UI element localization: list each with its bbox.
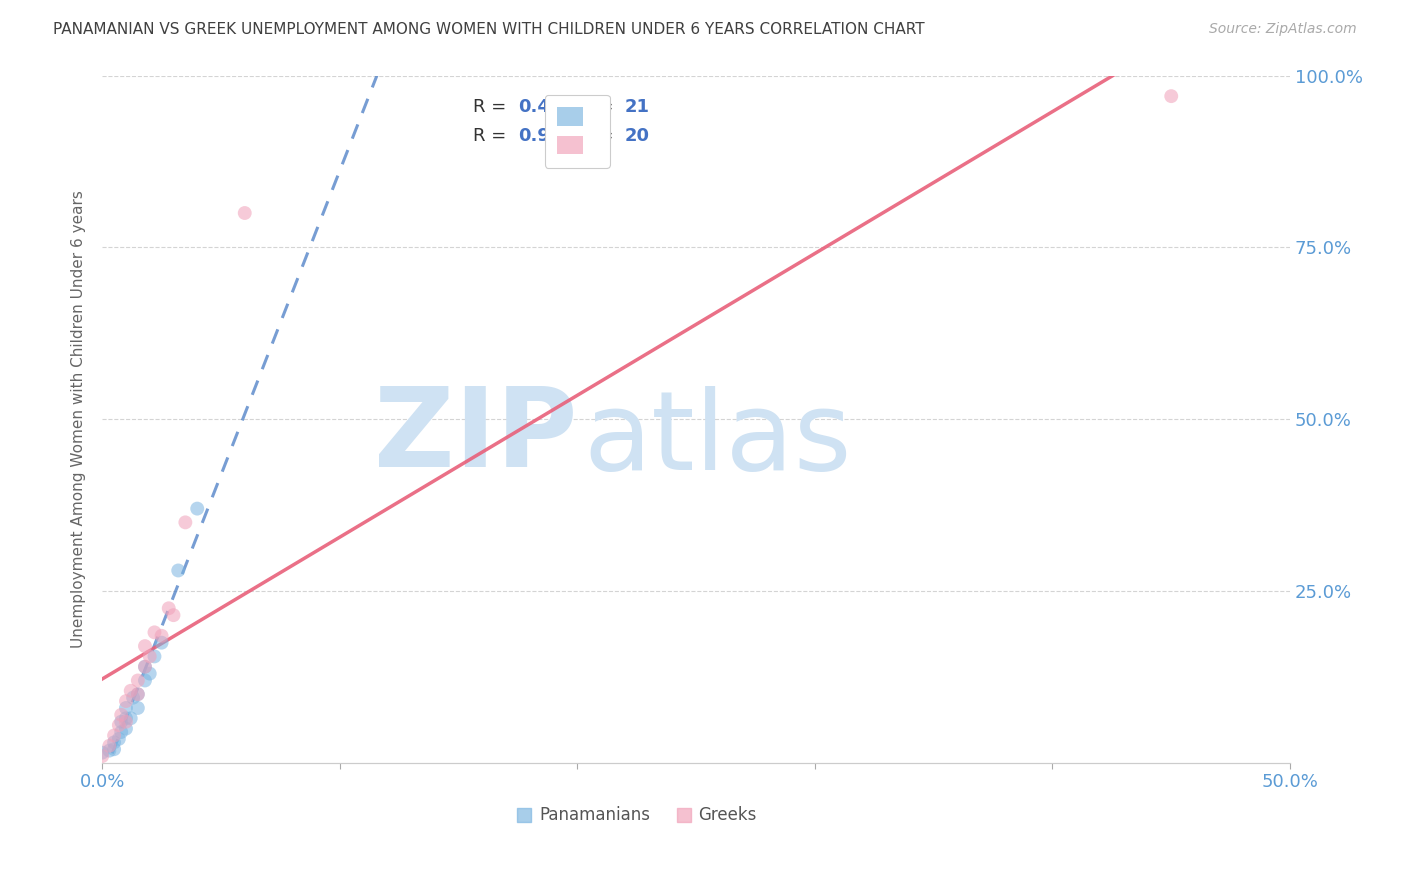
Point xyxy=(1256,807,1278,822)
Text: 0.924: 0.924 xyxy=(517,127,575,145)
Text: 0.417: 0.417 xyxy=(517,98,575,116)
Point xyxy=(103,735,125,749)
Point xyxy=(150,635,173,649)
Point xyxy=(143,625,166,640)
Point xyxy=(91,746,114,760)
Point xyxy=(186,501,208,516)
Point xyxy=(134,639,156,653)
Point xyxy=(134,659,156,673)
Point xyxy=(138,649,160,664)
Point xyxy=(115,711,138,725)
Point xyxy=(91,749,114,764)
Point xyxy=(138,666,160,681)
Point xyxy=(127,673,149,688)
Y-axis label: Unemployment Among Women with Children Under 6 years: Unemployment Among Women with Children U… xyxy=(72,190,86,648)
Point xyxy=(103,742,125,756)
Text: 20: 20 xyxy=(624,127,650,145)
Legend: , : , xyxy=(546,95,610,168)
Point xyxy=(120,683,142,698)
Point xyxy=(98,743,121,757)
Text: 21: 21 xyxy=(624,98,650,116)
Point xyxy=(108,718,131,732)
Point xyxy=(108,731,131,746)
Text: Panamanians: Panamanians xyxy=(540,805,651,823)
Point xyxy=(115,722,138,736)
Point xyxy=(115,694,138,708)
Point xyxy=(120,711,142,725)
Point xyxy=(134,659,156,673)
Point xyxy=(127,687,149,701)
Point xyxy=(115,701,138,715)
Point xyxy=(174,516,197,530)
Point xyxy=(167,564,190,578)
Point xyxy=(115,714,138,729)
Text: R =: R = xyxy=(472,98,512,116)
Text: atlas: atlas xyxy=(583,386,852,493)
Point xyxy=(162,608,184,623)
Point xyxy=(1160,89,1182,103)
Text: R =: R = xyxy=(472,127,512,145)
Point xyxy=(103,729,125,743)
Text: Source: ZipAtlas.com: Source: ZipAtlas.com xyxy=(1209,22,1357,37)
Text: ZIP: ZIP xyxy=(374,383,578,490)
Point xyxy=(157,601,180,615)
Point xyxy=(935,807,957,822)
Point xyxy=(110,707,132,722)
Point xyxy=(150,629,173,643)
Point xyxy=(110,714,132,729)
Text: PANAMANIAN VS GREEK UNEMPLOYMENT AMONG WOMEN WITH CHILDREN UNDER 6 YEARS CORRELA: PANAMANIAN VS GREEK UNEMPLOYMENT AMONG W… xyxy=(53,22,925,37)
Point xyxy=(233,206,256,220)
Point xyxy=(110,725,132,739)
Point xyxy=(98,739,121,753)
Text: N =: N = xyxy=(562,127,619,145)
Point xyxy=(143,649,166,664)
Text: Greeks: Greeks xyxy=(699,805,756,823)
Point xyxy=(134,673,156,688)
Text: N =: N = xyxy=(562,98,619,116)
Point xyxy=(127,687,149,701)
Point xyxy=(127,701,149,715)
Point xyxy=(122,690,145,705)
